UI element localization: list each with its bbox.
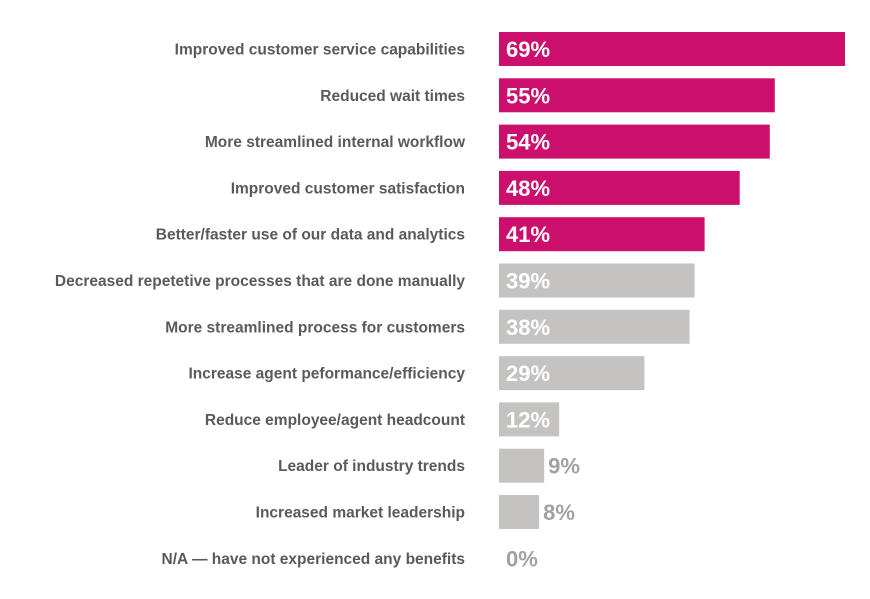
- value-label: 29%: [506, 361, 550, 386]
- category-label: Reduce employee/agent headcount: [205, 412, 465, 429]
- value-label: 41%: [506, 222, 550, 247]
- bar: [499, 495, 540, 529]
- value-label: 55%: [506, 83, 550, 108]
- bar: [499, 448, 545, 483]
- category-label: Better/faster use of our data and analyt…: [156, 227, 465, 244]
- value-label: 39%: [506, 269, 550, 294]
- category-label: Improved customer service capabilities: [175, 42, 465, 59]
- value-label: 12%: [506, 407, 550, 432]
- category-label: More streamlined process for customers: [165, 319, 465, 336]
- category-label: Increase agent peformance/efficiency: [188, 366, 465, 383]
- value-label: 9%: [548, 454, 580, 479]
- category-label: Increased market leadership: [256, 505, 465, 522]
- bar: [499, 124, 770, 159]
- category-label: N/A — have not experienced any benefits: [162, 551, 465, 568]
- category-label: Decreased repetetive processes that are …: [55, 273, 465, 290]
- category-label: Improved customer satisfaction: [231, 180, 465, 197]
- category-label: Leader of industry trends: [278, 458, 465, 475]
- value-label: 54%: [506, 130, 550, 155]
- bar: [499, 309, 690, 344]
- value-label: 69%: [506, 37, 550, 62]
- category-label: Reduced wait times: [320, 88, 465, 105]
- bar: [499, 217, 705, 252]
- bar: [499, 78, 775, 113]
- value-label: 8%: [543, 500, 575, 525]
- bar: [499, 356, 645, 391]
- bar: [499, 263, 695, 298]
- category-label: More streamlined internal workflow: [205, 134, 466, 151]
- value-label: 48%: [506, 176, 550, 201]
- bar: [499, 402, 560, 437]
- bar: [499, 170, 740, 205]
- bar: [499, 32, 845, 66]
- value-label: 38%: [506, 315, 550, 340]
- value-label: 0%: [506, 546, 538, 571]
